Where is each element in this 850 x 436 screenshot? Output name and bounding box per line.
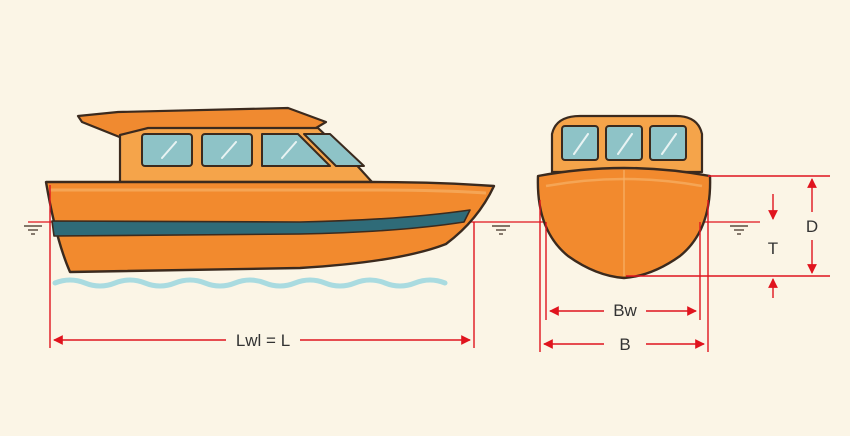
waterline-triangle-icon (24, 225, 42, 235)
windshield (303, 133, 365, 167)
front-window (561, 125, 599, 161)
front-window (605, 125, 643, 161)
draft-label: T (768, 239, 778, 258)
beam-label: B (619, 335, 630, 354)
waterline-beam-label: Bw (613, 301, 637, 320)
front-window (649, 125, 687, 161)
side-window (201, 133, 253, 167)
length-label: Lwl = L (236, 331, 290, 350)
side-window (141, 133, 193, 167)
hull-stripe (51, 209, 471, 237)
boat-side-view (44, 106, 496, 289)
dimension-lines (49, 175, 830, 352)
water-ripple (52, 277, 448, 289)
waterline-triangle-icon (730, 225, 748, 235)
depth-label: D (806, 217, 818, 236)
waterline-triangle-icon (492, 225, 510, 235)
boat-front-view (536, 114, 712, 280)
side-window (261, 133, 331, 167)
